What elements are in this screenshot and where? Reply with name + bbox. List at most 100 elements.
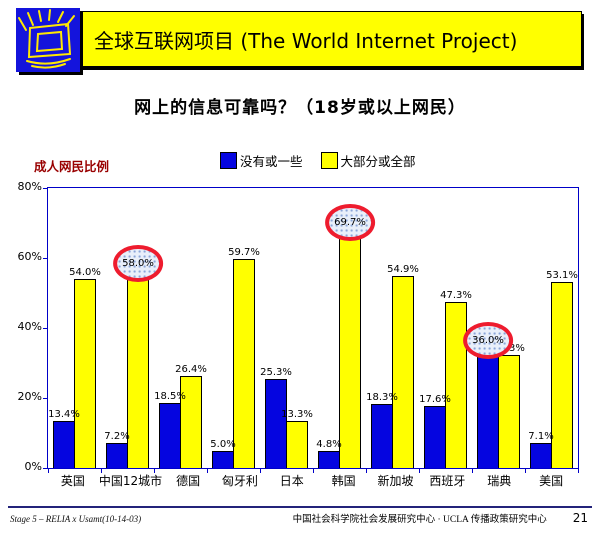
x-axis-tick: [578, 469, 579, 473]
category-label-3: 德国: [176, 474, 201, 488]
bar-none-or-some-2: 7.2%: [104, 431, 130, 468]
category-label-4: 匈牙利: [221, 474, 258, 488]
bar-none-or-some-7: 18.3%: [366, 392, 398, 468]
title-banner: 全球互联网项目 (The World Internet Project): [79, 11, 582, 67]
bar-value-label: 54.9%: [387, 263, 419, 275]
page-number: 21: [572, 511, 588, 525]
y-tick-label: 60%: [17, 250, 42, 263]
bar-most-or-all-10: 53.1%: [546, 270, 578, 468]
bar-most-or-all-9: 32.3%: [493, 343, 525, 468]
x-axis-tick: [154, 469, 155, 473]
legend-item-most-or-all: 大部分或全部: [320, 151, 416, 170]
bar-group-9: 36.0%32.3%: [463, 188, 525, 468]
category-label-2: 中国12城市: [98, 474, 163, 488]
bar-most-or-all-8: 47.3%: [440, 290, 472, 468]
bar-none-or-some-5: 25.3%: [260, 367, 292, 468]
footer-organizations: 中国社会科学院社会发展研究中心 · UCLA 传播政策研究中心: [292, 515, 547, 525]
bar-value-label: 47.3%: [440, 290, 472, 302]
footer-stage-note: Stage 5 – RELIA x Usamt(10-14-03): [10, 514, 142, 524]
bar-most-or-all-4: 59.7%: [228, 247, 260, 468]
bar-most-or-all-7: 54.9%: [387, 264, 419, 468]
category-label-7: 新加坡: [377, 474, 414, 488]
bar-value-label: 17.6%: [419, 394, 451, 406]
footer-divider: [8, 506, 592, 508]
x-axis-tick: [207, 469, 208, 473]
legend-swatch-yellow: [320, 152, 338, 169]
category-axis: 英国 中国12城市 德国 匈牙利 日本 韩国 新加坡 西班牙 瑞典 美国: [47, 472, 577, 489]
y-tick-label: 80%: [17, 180, 42, 193]
bar-value-label: 18.3%: [366, 391, 398, 403]
x-axis-tick: [313, 469, 314, 473]
y-axis-tick: [43, 328, 47, 329]
monitor-burst-logo-icon: [16, 8, 80, 72]
bar-value-label: 5.0%: [210, 438, 236, 450]
bar-group-2: 7.2% 58.0%: [101, 188, 163, 468]
footer-right-group: 中国社会科学院社会发展研究中心 · UCLA 传播政策研究中心 21: [293, 511, 588, 525]
x-axis-tick: [260, 469, 261, 473]
bar-value-label-highlighted: 36.0%: [463, 322, 513, 359]
bar-group-8: 17.6% 47.3%: [419, 188, 472, 468]
bar-none-or-some-6: 4.8%: [316, 439, 342, 468]
bar-none-or-some-9: 36.0%: [463, 322, 513, 468]
category-label-6: 韩国: [331, 474, 356, 488]
x-axis-tick: [525, 469, 526, 473]
bar-value-label: 25.3%: [260, 367, 292, 379]
bar-none-or-some-3: 18.5%: [154, 391, 186, 468]
bar-most-or-all-6: 69.7%: [325, 204, 375, 468]
bar-group-1: 13.4% 54.0%: [48, 188, 101, 468]
plot-area: 13.4% 54.0% 7.2% 58.0% 18.5% 26.4% 5.0% 59.7% 25…: [43, 187, 579, 473]
bar-none-or-some-8: 17.6%: [419, 394, 451, 468]
bar-group-7: 18.3% 54.9%: [366, 188, 419, 468]
x-axis-tick: [366, 469, 367, 473]
x-axis-tick: [472, 469, 473, 473]
bar-most-or-all-3: 26.4%: [175, 364, 207, 468]
bar-value-label: 54.0%: [69, 267, 101, 278]
header: 全球互联网项目 (The World Internet Project): [16, 8, 582, 72]
category-label-9: 瑞典: [487, 474, 512, 488]
bar-value-label: 26.4%: [175, 363, 207, 375]
bar-value-label: 53.1%: [546, 270, 578, 282]
bar-group-4: 5.0% 59.7%: [207, 188, 260, 468]
bar-group-5: 25.3% 13.3%: [260, 188, 313, 468]
category-label-1: 英国: [60, 474, 85, 488]
bar-value-label-highlighted: 69.7%: [325, 204, 375, 242]
chart-question-title: 网上的信息可靠吗？（18岁或以上网民）: [134, 98, 466, 118]
y-axis-title: 成人网民比例: [34, 159, 110, 174]
bar-value-label-highlighted: 58.0%: [113, 245, 163, 282]
slide-title: 全球互联网项目 (The World Internet Project): [94, 28, 518, 53]
y-tick-label: 20%: [17, 390, 42, 403]
bar-group-6: 4.8% 69.7%: [313, 188, 375, 468]
legend-label-none-or-some: 没有或一些: [240, 154, 303, 169]
x-axis-tick: [48, 469, 49, 473]
bar-value-label: 13.3%: [281, 409, 313, 421]
bar-group-3: 18.5% 26.4%: [154, 188, 207, 468]
bar-value-label: 13.4%: [48, 409, 80, 421]
category-label-5: 日本: [279, 474, 304, 488]
bar-none-or-some-10: 7.1%: [528, 431, 554, 468]
bar-none-or-some-1: 13.4%: [48, 409, 80, 468]
y-axis-tick: [43, 398, 47, 399]
bar-none-or-some-4: 5.0%: [210, 439, 236, 468]
bar-most-or-all-1: 54.0%: [69, 267, 101, 468]
bar-most-or-all-2: 58.0%: [113, 245, 163, 468]
chart-legend: 没有或一些 大部分或全部: [220, 151, 416, 170]
bar-value-label: 7.2%: [104, 430, 130, 442]
y-axis-labels: 80% 60% 40% 20% 0%: [6, 180, 42, 473]
legend-label-most-or-all: 大部分或全部: [340, 154, 416, 169]
legend-item-none-or-some: 没有或一些: [220, 151, 303, 170]
y-axis-tick: [43, 468, 47, 469]
bar-most-or-all-5: 13.3%: [281, 409, 313, 468]
y-axis-tick: [43, 258, 47, 259]
x-axis-tick: [419, 469, 420, 473]
y-axis-tick: [43, 188, 47, 189]
legend-swatch-blue: [220, 152, 237, 169]
bar-value-label: 18.5%: [154, 391, 186, 403]
bar-group-10: 7.1% 53.1%: [525, 188, 578, 468]
x-axis-tick: [101, 469, 102, 473]
bar-value-label: 59.7%: [228, 247, 260, 259]
category-label-8: 西班牙: [429, 474, 466, 488]
footer: Stage 5 – RELIA x Usamt(10-14-03) 中国社会科学…: [10, 511, 588, 525]
y-tick-label: 0%: [24, 460, 42, 473]
category-label-10: 美国: [539, 474, 564, 488]
